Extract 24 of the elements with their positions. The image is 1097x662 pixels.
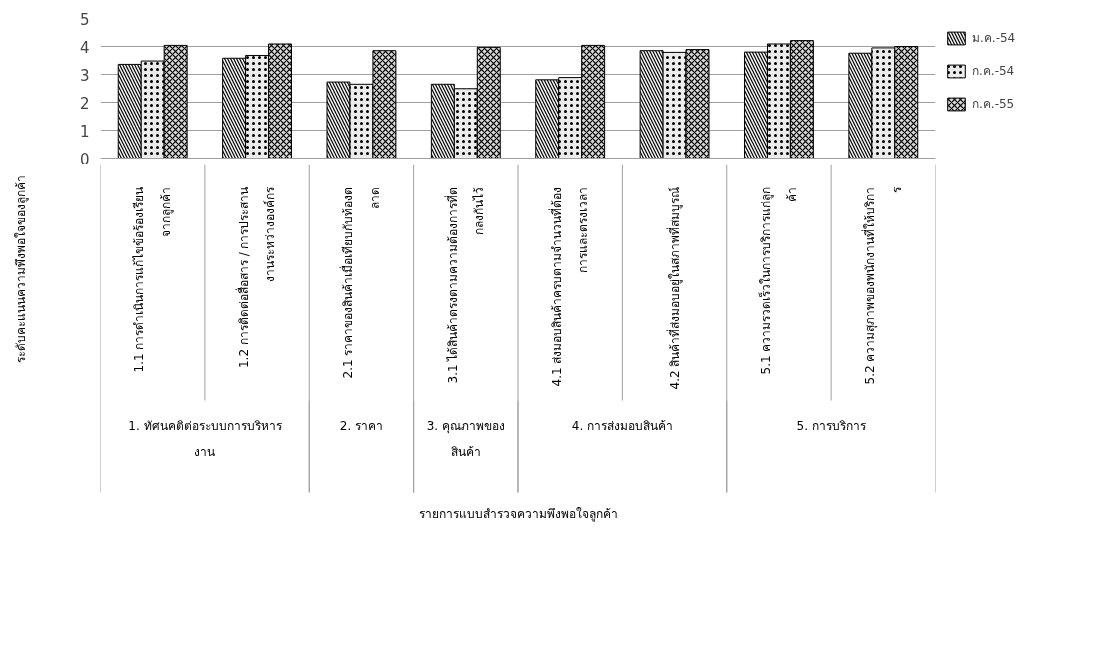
text: 4. การส่งมอบสินค้า xyxy=(571,418,674,433)
x-tick-label: 1.2 การติดต่อสื่อสาร / การประสานงานระหว่างองค์กร xyxy=(234,185,278,369)
x-tick-label: 2.1 ราคาของสินค้าเมื่อเทียบกับท้องตลาด xyxy=(339,186,382,379)
legend-label: ก.ค.-55 xyxy=(972,96,1015,113)
x-tick-label: 4.1 ส่งมอบสินค้าครบตามจำนวนที่ต้องการและตรงเวลา xyxy=(547,186,591,387)
y-tick-label: 2 xyxy=(79,94,90,113)
x-tick-label: 4.2 สินค้าที่ส่งมอบอยู่ในสภาพที่สมบูรณ์ xyxy=(665,186,683,390)
x-tick-label: 1.1 การดำเนินการแก้ไขข้อร้องเรียนจากลูกค้า xyxy=(132,186,174,373)
text: 2. ราคา xyxy=(339,418,384,433)
x-tick-label: 5.2 ความสุภาพของพนักงานที่ให้บริการ xyxy=(861,185,904,385)
y-tick-label: 4 xyxy=(79,38,90,57)
legend-label: ก.ค.-54 xyxy=(972,63,1015,80)
text: 1. ทัศนคติต่อระบบการบริหารงาน xyxy=(128,418,283,460)
y-tick-label: 5 xyxy=(79,10,90,29)
x-tick-label: 3.1 ได้สินค้าตรงตามความต้องการที่ตกลงกันไว้ xyxy=(443,186,487,384)
y-tick-label: 0 xyxy=(79,150,90,169)
y-tick-label: 1 xyxy=(79,122,90,141)
y-tick-label: 3 xyxy=(79,66,90,85)
legend-label: ม.ค.-54 xyxy=(972,30,1016,47)
y-axis-title: ระดับคะแนนความพึงพอใจของลูกค้า xyxy=(13,174,29,363)
text: 5. การบริการ xyxy=(796,418,867,433)
text: 3. คุณภาพของสินค้า xyxy=(426,418,505,460)
x-tick-label: 5.1 ความรวดเร็วในการบริการแก่ลูกค้า xyxy=(757,186,800,375)
text: รายการแบบสำรวจความพึงพอใจลูกค้า xyxy=(418,506,618,522)
